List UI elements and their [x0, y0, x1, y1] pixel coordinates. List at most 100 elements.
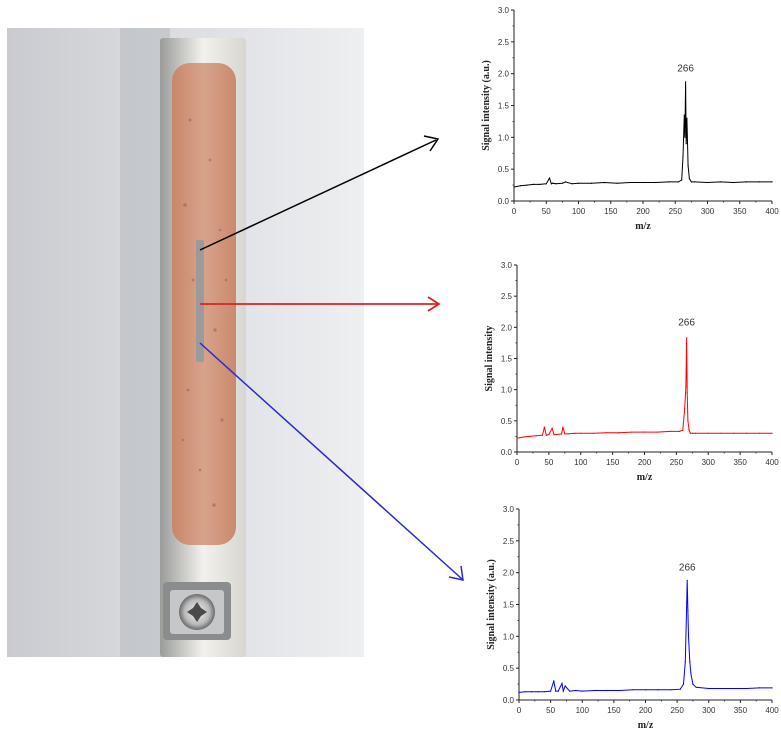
data-point	[732, 181, 734, 184]
data-point	[581, 690, 583, 692]
data-point	[550, 183, 553, 185]
data-point	[688, 178, 691, 180]
data-point	[682, 429, 684, 431]
data-point	[719, 181, 722, 183]
data-point	[745, 432, 748, 434]
data-point	[532, 183, 535, 185]
data-point	[555, 183, 557, 185]
data-point	[516, 437, 518, 439]
data-point	[524, 691, 526, 693]
data-point	[541, 434, 544, 436]
data-point	[694, 181, 696, 183]
data-point	[555, 690, 557, 692]
data-point	[690, 673, 692, 676]
data-point	[590, 182, 593, 184]
y-tick-label: 1.0	[501, 386, 513, 395]
data-point	[565, 181, 567, 183]
data-point	[632, 689, 634, 691]
y-tick-label: 2.5	[503, 537, 515, 546]
data-point	[643, 431, 646, 433]
data-point	[543, 691, 545, 693]
data-point	[592, 432, 595, 434]
data-point	[670, 689, 672, 691]
x-tick-label: 100	[572, 207, 586, 216]
data-point	[594, 689, 596, 692]
y-tick-label: 1.5	[501, 355, 513, 364]
screw-torx-icon	[187, 602, 207, 622]
data-point	[679, 688, 681, 690]
x-tick-label: 350	[733, 207, 747, 216]
arrow-blue-line	[199, 342, 463, 580]
data-point	[575, 689, 577, 692]
data-point	[562, 426, 564, 428]
data-point	[695, 686, 697, 688]
data-point	[746, 687, 748, 690]
x-tick-label: 250	[670, 458, 684, 467]
x-tick-label: 400	[765, 706, 779, 715]
data-point	[573, 432, 576, 434]
data-point	[553, 680, 555, 682]
data-point	[690, 181, 693, 183]
data-point	[689, 432, 692, 434]
data-point	[684, 661, 686, 663]
data-point	[677, 181, 680, 183]
x-tick-label: 150	[606, 458, 620, 467]
peak-label: 266	[678, 317, 695, 328]
data-point	[561, 182, 564, 184]
data-point	[545, 434, 547, 436]
data-point	[642, 181, 644, 184]
y-tick-label: 2.5	[501, 292, 513, 301]
data-point	[682, 683, 685, 685]
data-point	[679, 430, 681, 432]
x-tick-label: 350	[734, 706, 748, 715]
data-point	[758, 181, 760, 183]
x-tick-label: 150	[607, 706, 621, 715]
x-tick-label: 250	[669, 207, 683, 216]
data-point	[687, 635, 690, 637]
spectrum-line	[518, 580, 772, 694]
y-tick-label: 2.5	[498, 38, 510, 47]
x-tick-label: 200	[639, 706, 653, 715]
data-point	[580, 432, 582, 434]
data-point	[606, 689, 609, 692]
data-point	[577, 182, 580, 184]
data-point	[561, 682, 563, 685]
data-point	[553, 433, 555, 436]
y-tick-label: 3.0	[501, 261, 513, 270]
data-point	[771, 432, 773, 434]
data-point	[684, 136, 686, 138]
x-tick-label: 400	[765, 458, 779, 467]
arrow-black-line	[199, 139, 437, 251]
y-tick-label: 1.0	[498, 133, 510, 142]
data-point	[543, 426, 546, 428]
data-point	[539, 183, 541, 185]
data-point	[545, 183, 547, 185]
data-point	[758, 432, 760, 434]
spectrum-line	[516, 337, 772, 439]
data-point	[720, 687, 723, 690]
x-tick-label: 300	[702, 458, 716, 467]
data-point	[686, 392, 688, 394]
data-point	[537, 691, 539, 693]
data-point	[551, 427, 553, 429]
x-tick-label: 0	[515, 458, 520, 467]
data-point	[683, 114, 685, 116]
data-point	[605, 432, 607, 434]
data-point	[685, 143, 687, 145]
y-axis-label: Signal intensity	[484, 326, 495, 392]
data-point	[513, 186, 515, 188]
y-tick-label: 0.5	[503, 664, 515, 673]
x-tick-label: 200	[636, 207, 650, 216]
data-point	[535, 435, 537, 437]
data-point	[564, 433, 566, 435]
x-tick-label: 150	[604, 207, 618, 216]
sample-plate-photo	[7, 28, 364, 657]
data-point	[687, 165, 689, 167]
spectrum-line	[513, 81, 772, 188]
data-point	[745, 181, 747, 183]
data-point	[687, 420, 689, 422]
y-tick-label: 0.0	[503, 696, 515, 705]
data-point	[687, 610, 689, 612]
data-point	[682, 155, 684, 157]
data-point	[616, 182, 618, 184]
